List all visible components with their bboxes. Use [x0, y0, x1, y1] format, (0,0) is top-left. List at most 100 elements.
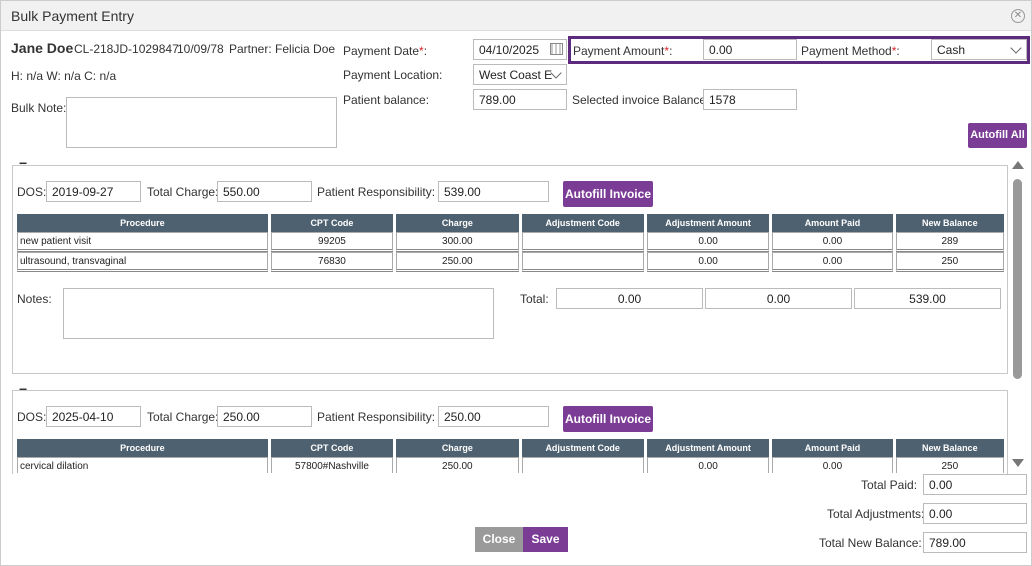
table-cell[interactable]: 250 [895, 252, 1004, 272]
table-cell: 76830 [270, 252, 394, 272]
dialog-titlebar: Bulk Payment Entry ✕ [1, 1, 1031, 31]
dos-input[interactable]: 2025-04-10 [46, 406, 141, 427]
invoice-2-table: Procedure CPT Code Charge Adjustment Code Ad… [14, 439, 1007, 473]
payment-method-select[interactable]: Cash [931, 39, 1027, 60]
table-cell[interactable]: 250 [895, 457, 1004, 473]
payment-amount-label: Payment Amount*: [573, 44, 673, 58]
collapse-invoice-2-icon[interactable]: − [19, 381, 28, 397]
notes-textarea[interactable] [63, 288, 494, 339]
scroll-thumb[interactable] [1013, 179, 1022, 379]
calendar-icon[interactable] [550, 43, 563, 55]
table-cell[interactable] [521, 252, 644, 272]
bulk-note-textarea[interactable] [66, 97, 337, 148]
column-header: Amount Paid [772, 439, 893, 457]
save-button[interactable]: Save [523, 527, 568, 552]
patient-responsibility-input[interactable]: 250.00 [438, 406, 549, 427]
column-header: Charge [396, 439, 519, 457]
dos-input[interactable]: 2019-09-27 [46, 181, 141, 202]
close-circle-icon[interactable]: ✕ [1011, 9, 1025, 23]
column-header: Procedure [17, 214, 268, 232]
payment-date-label: Payment Date*: [343, 44, 428, 58]
chevron-down-icon [1010, 42, 1022, 54]
table-cell: 300.00 [396, 232, 519, 252]
table-cell[interactable]: 0.00 [646, 252, 770, 272]
close-button[interactable]: Close [475, 527, 523, 552]
summary-total-new-balance-input[interactable]: 789.00 [923, 532, 1027, 553]
procedure-cell: new patient visit [17, 232, 268, 252]
patient-dob: 10/09/78 [177, 42, 224, 56]
patient-balance-input[interactable]: 789.00 [473, 89, 567, 110]
total-charge-input[interactable]: 250.00 [217, 406, 312, 427]
table-cell: 250.00 [396, 457, 519, 473]
table-cell: 250.00 [396, 252, 519, 272]
table-cell[interactable]: 289 [895, 232, 1004, 252]
total-adjustment-input[interactable]: 0.00 [556, 288, 703, 309]
column-header: New Balance [895, 439, 1004, 457]
patient-id: CL-218JD-1029847 [74, 42, 179, 56]
patient-hwc: H: n/a W: n/a C: n/a [11, 69, 117, 83]
patient-responsibility-label: Patient Responsibility: [317, 410, 436, 424]
summary-total-paid-input[interactable]: 0.00 [923, 474, 1027, 495]
patient-balance-label: Patient balance: [343, 93, 430, 107]
column-header: Procedure [17, 439, 268, 457]
total-charge-label: Total Charge: [147, 410, 219, 424]
column-header: CPT Code [270, 214, 394, 232]
payment-location-select[interactable]: West Coast E [473, 64, 567, 85]
patient-responsibility-label: Patient Responsibility: [317, 185, 436, 199]
procedure-cell: cervical dilation [17, 457, 268, 473]
payment-location-label: Payment Location: [343, 68, 443, 82]
invoice-1-table: Procedure CPT Code Charge Adjustment Code Ad… [14, 214, 1007, 272]
dos-label: DOS: [17, 185, 47, 199]
table-cell[interactable]: 0.00 [646, 232, 770, 252]
scrollbar[interactable] [1011, 161, 1025, 471]
patient-responsibility-input[interactable]: 539.00 [438, 181, 549, 202]
invoice-section-2 [12, 390, 1008, 474]
invoice-2-table-viewport: Procedure CPT Code Charge Adjustment Code Ad… [14, 439, 1007, 473]
table-cell: 99205 [270, 232, 394, 252]
payment-amount-input[interactable]: 0.00 [703, 39, 797, 60]
total-balance-input[interactable]: 539.00 [854, 288, 1001, 309]
table-cell[interactable]: 0.00 [646, 457, 770, 473]
summary-total-adjustments-input[interactable]: 0.00 [923, 503, 1027, 524]
total-charge-label: Total Charge: [147, 185, 219, 199]
selected-invoice-balance-input[interactable]: 1578 [703, 89, 797, 110]
column-header: New Balance [895, 214, 1004, 232]
table-cell[interactable]: 0.00 [772, 252, 893, 272]
payment-highlight-box [568, 36, 1030, 64]
column-header: Adjustment Code [521, 439, 644, 457]
table-row: new patient visit 99205 300.00 0.00 0.00 289 [17, 232, 1004, 252]
procedure-cell: ultrasound, transvaginal [17, 252, 268, 272]
autofill-invoice-button[interactable]: Autofill Invoice [563, 181, 653, 207]
dialog-title: Bulk Payment Entry [11, 8, 134, 24]
table-cell[interactable]: 0.00 [772, 457, 893, 473]
dos-label: DOS: [17, 410, 47, 424]
bulk-note-label: Bulk Note: [11, 101, 67, 115]
autofill-all-button[interactable]: Autofill All [968, 123, 1027, 148]
table-cell: 57800#Nashville [270, 457, 394, 473]
payment-date-input[interactable]: 04/10/2025 [473, 39, 567, 60]
column-header: Adjustment Code [521, 214, 644, 232]
payment-method-label: Payment Method*: [801, 44, 900, 58]
table-row: cervical dilation 57800#Nashville 250.00 0.… [17, 457, 1004, 473]
table-cell[interactable] [521, 232, 644, 252]
total-paid-input[interactable]: 0.00 [705, 288, 852, 309]
selected-invoice-balance-label: Selected invoice Balance: [572, 93, 710, 107]
table-cell[interactable] [521, 457, 644, 473]
column-header: Adjustment Amount [646, 439, 770, 457]
table-cell[interactable]: 0.00 [772, 232, 893, 252]
scroll-up-icon[interactable] [1012, 161, 1024, 169]
total-label: Total: [520, 292, 549, 306]
table-row: ultrasound, transvaginal 76830 250.00 0.00 0… [17, 252, 1004, 272]
total-charge-input[interactable]: 550.00 [217, 181, 312, 202]
collapse-invoice-1-icon[interactable]: − [19, 155, 28, 171]
patient-name: Jane Doe [11, 40, 74, 56]
autofill-invoice-button[interactable]: Autofill Invoice [563, 406, 653, 432]
column-header: CPT Code [270, 439, 394, 457]
column-header: Adjustment Amount [646, 214, 770, 232]
patient-partner: Partner: Felicia Doe [229, 42, 336, 56]
column-header: Charge [396, 214, 519, 232]
column-header: Amount Paid [772, 214, 893, 232]
total-new-balance-label: Total New Balance: [819, 536, 922, 550]
scroll-down-icon[interactable] [1012, 459, 1024, 467]
